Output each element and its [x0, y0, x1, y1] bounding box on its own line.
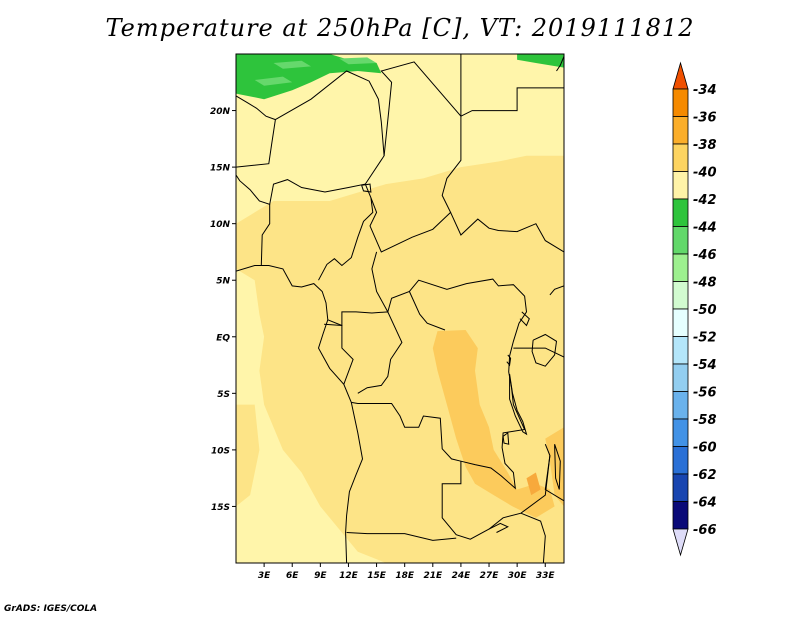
- cameroon-east: [318, 197, 374, 281]
- lake-kivu: [506, 354, 512, 367]
- lon-tick-label: 21E: [423, 571, 443, 581]
- colorbar-label: -50: [693, 303, 717, 318]
- mali-border: [236, 95, 276, 168]
- lat-tick-label: 10N: [210, 220, 231, 230]
- colorbar-swatch: [672, 198, 689, 227]
- ubangi-river: [408, 291, 446, 331]
- colorbar-swatch: [672, 473, 689, 502]
- grads-credit: GrADS: IGES/COLA: [4, 604, 98, 614]
- map-title: Temperature at 250hPa [C], VT: 201911181…: [105, 14, 695, 42]
- nigeria-cameroon: [260, 204, 271, 266]
- lat-tick-label: 20N: [210, 107, 231, 117]
- longitude-axis: 3E 6E 9E 12E 15E 18E 21E 24E 27E 30E 33E: [258, 563, 556, 581]
- congo-rep-border: [324, 311, 403, 394]
- colorbar-label: -42: [693, 193, 717, 208]
- lat-tick-label: 5S: [217, 390, 230, 400]
- colorbar-arrow-top: [672, 61, 689, 90]
- lon-tick-label: 3E: [258, 571, 271, 581]
- lon-tick-label: 27E: [480, 571, 500, 581]
- colorbar-swatch: [672, 281, 689, 310]
- red-sea-coast: [556, 56, 564, 72]
- colorbar-swatch: [672, 226, 689, 255]
- lon-tick-label: 15E: [367, 571, 387, 581]
- colorbar-swatch: [672, 171, 689, 200]
- lake-malawi: [554, 444, 561, 490]
- colorbar-swatch: [672, 446, 689, 475]
- colorbar-label: -44: [693, 221, 717, 236]
- lon-tick-label: 9E: [314, 571, 327, 581]
- map-frame: [235, 53, 565, 564]
- lake-tanganyika: [509, 374, 528, 436]
- lat-tick-label: EQ: [216, 333, 230, 343]
- colorbar-label: -36: [693, 111, 717, 126]
- band-46-spot-b: [339, 57, 377, 65]
- colorbar-label: -66: [693, 523, 717, 538]
- colorbar-swatch: [672, 336, 689, 365]
- car-sudan: [450, 212, 564, 253]
- colorbar-label: -58: [693, 413, 717, 428]
- lon-tick-label: 18E: [395, 571, 415, 581]
- colorbar-label: -64: [693, 496, 717, 511]
- colorbar-label: -62: [693, 468, 717, 483]
- band-40-southwest: [236, 404, 260, 507]
- colorbar-label: -54: [693, 358, 717, 373]
- colorbar-swatch: [672, 116, 689, 145]
- colorbar-swatch: [672, 253, 689, 282]
- angola-namibia: [346, 532, 457, 541]
- colorbar-label: -60: [693, 441, 717, 456]
- lat-tick-label: 15N: [210, 164, 231, 174]
- colorbar-label: -52: [693, 331, 717, 346]
- lon-tick-label: 24E: [452, 571, 472, 581]
- car-border: [371, 251, 525, 314]
- colorbar-swatch: [672, 391, 689, 420]
- band-44-east: [517, 54, 564, 68]
- band-36-spot: [526, 472, 541, 496]
- band-46-spot-a: [273, 60, 311, 69]
- gabon-eq: [327, 319, 354, 385]
- lon-tick-label: 6E: [286, 571, 299, 581]
- colorbar-swatch: [672, 308, 689, 337]
- colorbar-label: -40: [693, 166, 717, 181]
- sudan-border: [460, 87, 564, 117]
- colorbar-label: -34: [693, 83, 717, 98]
- colorbar-arrow-bottom: [672, 528, 689, 557]
- band-46-spot-c: [254, 76, 293, 86]
- colorbar-label: -46: [693, 248, 717, 263]
- west-africa-coast: [236, 265, 364, 563]
- niger-border: [236, 70, 385, 206]
- lake-chad: [361, 183, 372, 193]
- chad-border: [364, 61, 462, 253]
- lake-mweru: [502, 431, 510, 445]
- temperature-field: [236, 54, 564, 563]
- band-38-congo: [432, 330, 555, 518]
- lake-kariba: [488, 522, 509, 533]
- lat-tick-label: 10S: [211, 446, 230, 456]
- colorbar-swatch: [672, 143, 689, 172]
- lat-tick-label: 15S: [211, 503, 230, 513]
- colorbar-swatch: [672, 363, 689, 392]
- lon-tick-label: 33E: [536, 571, 556, 581]
- latitude-axis: 20N 15N 10N 5N EQ 5S 10S 15S: [210, 107, 236, 513]
- lake-victoria: [531, 333, 558, 367]
- colorbar: -34 -36 -38 -40 -42 -44 -46 -48 -50 -52 -54 -56 -58 -…: [672, 61, 717, 557]
- lat-tick-label: 5N: [216, 277, 230, 287]
- colorbar-label: -48: [693, 276, 717, 291]
- mozambique-zim: [520, 512, 546, 563]
- lake-albert: [519, 311, 530, 327]
- colorbar-swatch: [672, 501, 689, 530]
- malawi: [544, 444, 564, 518]
- angola-zambia: [441, 455, 551, 540]
- country-borders: [236, 54, 564, 563]
- uganda-kenya: [549, 285, 564, 296]
- colorbar-label: -38: [693, 138, 717, 153]
- colorbar-label: -56: [693, 386, 717, 401]
- colorbar-swatch: [672, 88, 689, 117]
- lon-tick-label: 12E: [339, 571, 359, 581]
- lon-tick-label: 30E: [508, 571, 528, 581]
- colorbar-swatch: [672, 418, 689, 447]
- band-44-north: [236, 54, 382, 100]
